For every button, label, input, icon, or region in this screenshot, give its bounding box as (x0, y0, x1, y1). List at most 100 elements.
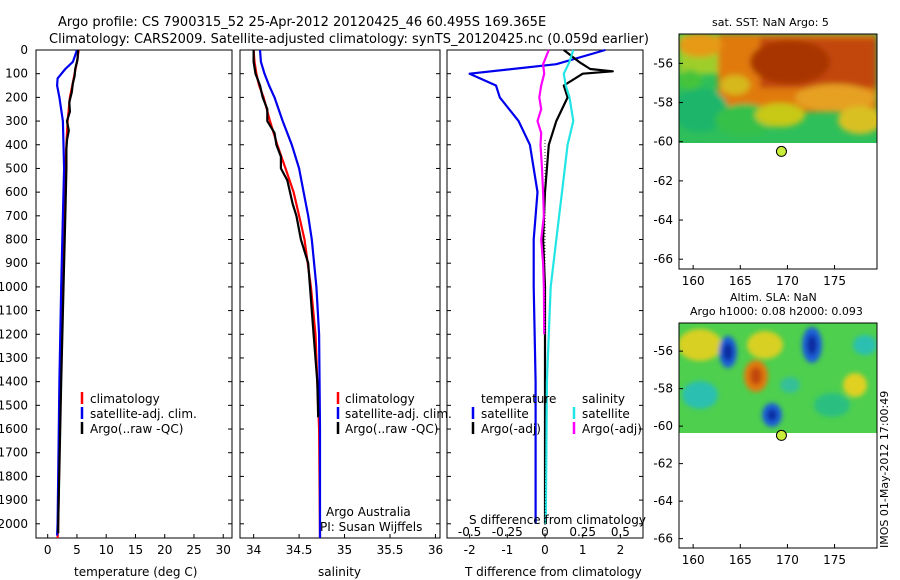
x-tick-label: 34.5 (286, 543, 313, 557)
sst-map-title: sat. SST: NaN Argo: 5 (712, 16, 829, 29)
legend-label-temp-argo: Argo(-adj) (481, 422, 541, 436)
salinity-plot-frame (239, 49, 441, 539)
temperature-legend: climatology satellite-adj. clim. Argo(..… (80, 392, 197, 436)
depth-tick-label: 1500 (0, 398, 28, 412)
depth-tick-label: 500 (5, 161, 28, 175)
map-x-tick-label: 175 (823, 274, 846, 288)
depth-tick-label: 700 (5, 209, 28, 223)
legend-label-argo: Argo(..raw -QC) (345, 422, 438, 436)
legend-label-satellite: satellite-adj. clim. (90, 407, 197, 421)
salinity-series (252, 49, 322, 539)
legend-label-climatology: climatology (345, 392, 415, 406)
map-y-tick-label: -56 (653, 344, 673, 358)
depth-tick-label: 1700 (0, 446, 28, 460)
series-line-argo-raw-qc (252, 50, 320, 418)
x-tick-label: 0 (44, 543, 52, 557)
x-tick-label: -1 (501, 543, 513, 557)
map-y-tick-label: -58 (653, 96, 673, 110)
difference-top-axis-label: S difference from climatology (469, 513, 646, 527)
map-y-tick-label: -58 (653, 382, 673, 396)
map-x-tick-label: 165 (729, 274, 752, 288)
depth-tick-label: 1000 (0, 280, 28, 294)
depth-tick-label: 2000 (0, 517, 28, 531)
legend-label-climatology: climatology (90, 392, 160, 406)
difference-axis-ticks: -2 -1 0 1 2 -0.5 -0.25 0 0.25 0.5 (458, 525, 630, 557)
map-x-tick-label: 165 (729, 553, 752, 567)
depth-tick-label: 1300 (0, 351, 28, 365)
sla-map-subtitle: Argo h1000: 0.08 h2000: 0.093 (690, 305, 863, 318)
series-line-argo-adj (541, 49, 614, 524)
x-tick-label: 36 (428, 543, 443, 557)
top-x-tick-label: 0 (541, 525, 549, 539)
difference-legend: temperature salinity satellite Argo(-adj… (471, 392, 642, 436)
legend-title-temperature: temperature (481, 392, 556, 406)
series-line-satellite-adj-clim (258, 49, 322, 538)
legend-label-sal-satellite: satellite (582, 407, 630, 421)
sst-map-ticks: 160 165 170 175 -56 -58 -60 -62 -64 -66 (653, 56, 846, 288)
x-tick-label: 15 (128, 543, 143, 557)
x-tick-label: 1 (579, 543, 587, 557)
depth-axis-ticks: 0 100 200 300 400 500 600 700 800 900 1000 1100 1200… (0, 43, 643, 531)
depth-tick-label: 0 (20, 43, 28, 57)
map-y-tick-label: -60 (653, 135, 673, 149)
depth-tick-label: 600 (5, 185, 28, 199)
legend-label-argo: Argo(..raw -QC) (90, 422, 183, 436)
top-x-tick-label: 0.5 (611, 525, 630, 539)
side-timestamp-label: IMOS 01-May-2012 17:00:49 (878, 391, 891, 548)
map-x-tick-label: 170 (776, 553, 799, 567)
header-line-1: Argo profile: CS 7900315_52 25-Apr-2012 … (58, 15, 546, 30)
series-line-argo-adj (536, 49, 550, 335)
sla-map-image (679, 323, 877, 433)
x-tick-label: 20 (157, 543, 172, 557)
x-tick-label: 34 (246, 543, 261, 557)
depth-tick-label: 1900 (0, 493, 28, 507)
x-tick-label: 30 (216, 543, 231, 557)
sla-map-title: Altim. SLA: NaN (730, 291, 817, 304)
top-x-tick-label: -0.25 (492, 525, 523, 539)
map-y-tick-label: -56 (653, 56, 673, 70)
sst-map-frame (678, 33, 878, 270)
temperature-plot-frame (35, 49, 233, 539)
header-line-2: Climatology: CARS2009. Satellite-adjuste… (49, 32, 649, 47)
x-tick-label: 0 (541, 543, 549, 557)
series-line-satellite-adj-clim (55, 49, 79, 536)
map-y-tick-label: -66 (653, 252, 673, 266)
legend-label-temp-satellite: satellite (481, 407, 529, 421)
legend-label-sal-argo: Argo(-adj) (582, 422, 642, 436)
map-y-tick-label: -62 (653, 457, 673, 471)
salinity-axis-ticks: 34 34.5 35 35.5 36 (246, 534, 443, 557)
depth-tick-label: 400 (5, 138, 28, 152)
series-line-argo-raw-qc (57, 49, 80, 534)
depth-tick-label: 1400 (0, 375, 28, 389)
depth-tick-label: 900 (5, 256, 28, 270)
sla-map-frame (678, 322, 878, 549)
x-tick-label: 10 (99, 543, 114, 557)
depth-tick-label: 200 (5, 90, 28, 104)
depth-tick-label: 1200 (0, 327, 28, 341)
sla-map-ticks: 160 165 170 175 -56 -58 -60 -62 -64 -66 (653, 344, 846, 567)
difference-x-axis-label: T difference from climatology (464, 565, 642, 579)
x-tick-label: -2 (464, 543, 476, 557)
sst-map-image (679, 34, 877, 143)
difference-series (468, 48, 614, 524)
depth-tick-label: 800 (5, 233, 28, 247)
depth-tick-label: 1800 (0, 469, 28, 483)
depth-tick-label: 100 (5, 67, 28, 81)
annotation-pi: PI: Susan Wijffels (320, 520, 422, 534)
salinity-x-axis-label: salinity (318, 565, 361, 579)
salinity-legend: climatology satellite-adj. clim. Argo(..… (336, 392, 452, 436)
legend-label-satellite: satellite-adj. clim. (345, 407, 452, 421)
temperature-series (55, 49, 80, 539)
x-tick-label: 35 (337, 543, 352, 557)
legend-title-salinity: salinity (582, 392, 625, 406)
map-y-tick-label: -60 (653, 419, 673, 433)
series-line-satellite (544, 49, 575, 524)
sla-argo-position-marker (775, 429, 787, 441)
depth-tick-label: 1600 (0, 422, 28, 436)
map-y-tick-label: -66 (653, 532, 673, 546)
sst-argo-position-marker (775, 145, 787, 157)
map-y-tick-label: -64 (653, 213, 673, 227)
depth-tick-label: 300 (5, 114, 28, 128)
x-tick-label: 25 (186, 543, 201, 557)
temperature-x-axis-label: temperature (deg C) (74, 565, 197, 579)
